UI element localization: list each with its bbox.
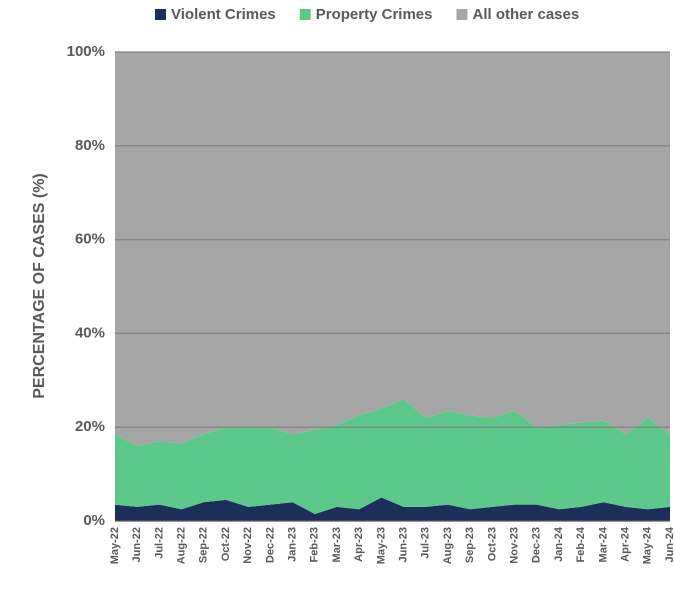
y-tick-label: 40% [75,324,105,341]
y-tick-label: 60% [75,231,105,248]
x-tick-label: Jan-24 [553,526,565,562]
x-tick-label: Nov-22 [242,527,254,564]
legend-label: Property Crimes [316,6,433,23]
x-tick-label: May-23 [375,527,387,564]
legend-label: All other cases [472,6,579,23]
x-tick-label: Jun-22 [131,527,143,562]
x-tick-label: Nov-23 [509,527,521,564]
x-tick-label: Feb-23 [309,527,321,562]
area [115,497,670,521]
x-tick-label: Apr-23 [353,527,365,562]
x-tick-label: Mar-23 [331,527,343,562]
x-tick-label: Aug-23 [442,527,454,564]
x-tick-label: Oct-23 [486,527,498,561]
x-tick-label: Jan-23 [287,527,299,562]
x-tick-label: Sep-22 [198,527,210,563]
x-tick-label: May-22 [109,527,121,564]
y-tick-label: 80% [75,137,105,154]
x-tick-label: Jul-22 [153,527,165,559]
x-tick-label: May-24 [642,526,654,564]
x-tick-label: Sep-23 [464,527,476,563]
x-tick-label: Jul-23 [420,527,432,559]
x-tick-label: Apr-24 [620,526,632,562]
x-tick-label: Dec-23 [531,527,543,563]
x-tick-label: Dec-22 [264,527,276,563]
legend-swatch [456,9,468,20]
y-axis-label: PERCENTAGE OF CASES (%) [31,173,48,399]
y-tick-label: 0% [83,512,105,529]
x-tick-label: Aug-22 [176,527,188,564]
legend-label: Violent Crimes [171,6,276,23]
legend-swatch [155,9,166,20]
area [115,52,670,446]
x-tick-label: Jun-24 [664,526,675,562]
y-tick-label: 20% [75,418,105,435]
y-tick-label: 100% [67,43,105,60]
x-tick-label: Mar-24 [597,526,609,562]
legend-swatch [299,9,311,20]
x-tick-label: Jun-23 [398,527,410,562]
x-tick-label: Oct-22 [220,527,232,561]
x-tick-label: Feb-24 [575,526,587,562]
